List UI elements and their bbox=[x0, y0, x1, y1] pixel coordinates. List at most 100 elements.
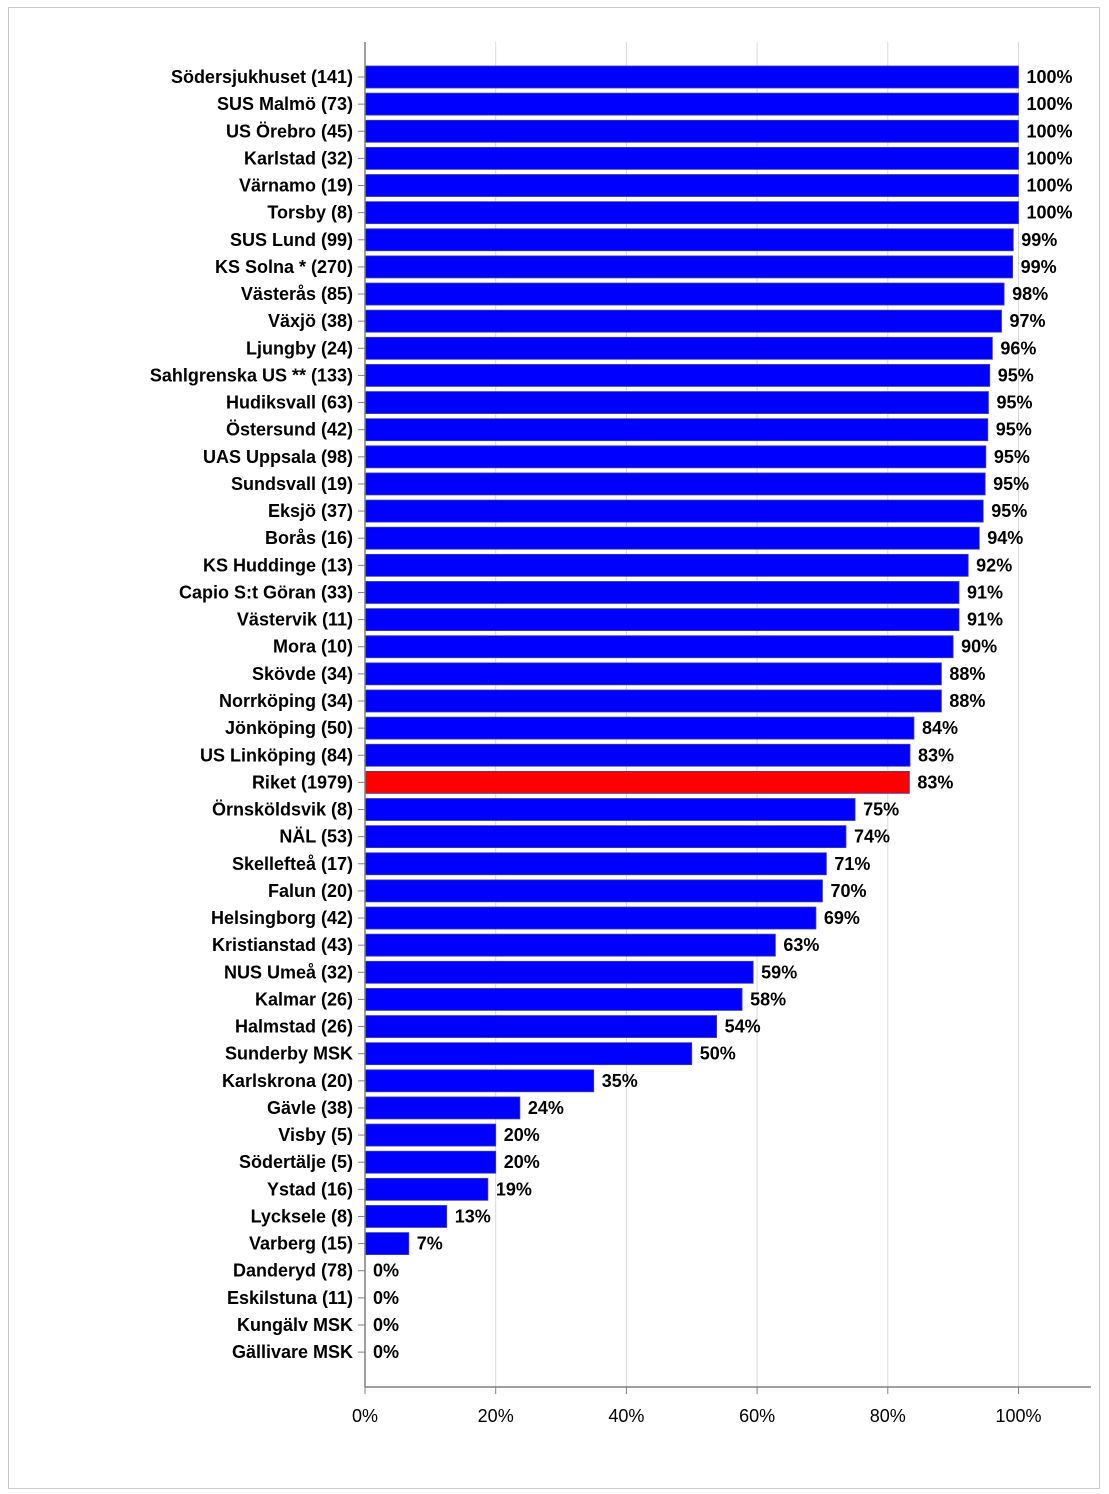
data-label: 35% bbox=[602, 1071, 638, 1091]
x-tick-label: 0% bbox=[352, 1406, 378, 1426]
category-label: Karlskrona (20) bbox=[222, 1071, 353, 1091]
category-label: Mora (10) bbox=[273, 637, 353, 657]
x-tick-label: 80% bbox=[870, 1406, 906, 1426]
category-label: Gällivare MSK bbox=[232, 1342, 353, 1362]
category-label: Halmstad (26) bbox=[235, 1017, 353, 1037]
data-label: 58% bbox=[750, 989, 786, 1009]
data-label: 50% bbox=[700, 1044, 736, 1064]
data-label: 13% bbox=[455, 1206, 491, 1226]
category-label: NÄL (53) bbox=[279, 827, 353, 847]
bar bbox=[364, 174, 1019, 197]
bar bbox=[364, 391, 989, 414]
bar bbox=[364, 255, 1014, 279]
x-tick-label: 40% bbox=[608, 1406, 644, 1426]
data-label: 98% bbox=[1012, 284, 1048, 304]
x-tick-label: 20% bbox=[478, 1406, 514, 1426]
category-label: Karlstad (32) bbox=[244, 148, 353, 168]
data-label: 91% bbox=[967, 582, 1003, 602]
data-label: 24% bbox=[528, 1098, 564, 1118]
data-label: 74% bbox=[854, 827, 890, 847]
bar bbox=[364, 445, 987, 469]
data-label: 97% bbox=[1010, 311, 1046, 331]
data-label: 92% bbox=[976, 555, 1012, 575]
category-label: Ljungby (24) bbox=[246, 338, 353, 358]
category-label: Falun (20) bbox=[268, 881, 353, 901]
category-label: Riket (1979) bbox=[252, 772, 353, 792]
bar bbox=[364, 309, 1002, 333]
category-label: US Örebro (45) bbox=[226, 121, 353, 141]
x-tick-label: 100% bbox=[995, 1406, 1041, 1426]
category-label: Sunderby MSK bbox=[225, 1044, 353, 1064]
data-label: 95% bbox=[991, 501, 1027, 521]
labels: 0% 20% 40% 60% 80% 100% Södersjukhuset (141) 10… bbox=[150, 67, 1073, 1426]
category-label: Skellefteå (17) bbox=[232, 854, 353, 874]
category-label: Örnsköldsvik (8) bbox=[212, 800, 353, 820]
data-label: 100% bbox=[1027, 121, 1073, 141]
data-label: 99% bbox=[1021, 257, 1057, 277]
bar bbox=[364, 825, 847, 849]
bar bbox=[364, 282, 1005, 306]
category-label: Danderyd (78) bbox=[233, 1261, 353, 1281]
category-label: Sahlgrenska US ** (133) bbox=[150, 365, 353, 385]
bar bbox=[364, 960, 754, 984]
category-label: Kungälv MSK bbox=[237, 1315, 353, 1335]
data-label: 100% bbox=[1027, 67, 1073, 87]
category-label: Kristianstad (43) bbox=[212, 935, 353, 955]
data-label: 100% bbox=[1027, 148, 1073, 168]
data-label: 83% bbox=[918, 745, 954, 765]
category-label: KS Huddinge (13) bbox=[203, 555, 353, 575]
bar bbox=[364, 65, 1019, 89]
axes bbox=[358, 42, 1091, 1394]
bar bbox=[364, 1096, 521, 1120]
data-label: 19% bbox=[496, 1179, 532, 1199]
bar bbox=[364, 1042, 693, 1066]
bar bbox=[364, 933, 776, 957]
bars bbox=[364, 65, 1019, 1255]
bar bbox=[364, 852, 827, 876]
category-label: US Linköping (84) bbox=[200, 745, 353, 765]
bar bbox=[364, 201, 1019, 225]
data-label: 0% bbox=[373, 1288, 399, 1308]
category-label: Lycksele (8) bbox=[251, 1206, 353, 1226]
bar bbox=[364, 364, 991, 387]
category-label: Gävle (38) bbox=[267, 1098, 353, 1118]
data-label: 83% bbox=[917, 772, 953, 792]
data-label: 95% bbox=[996, 393, 1032, 413]
data-label: 0% bbox=[373, 1261, 399, 1281]
bar bbox=[364, 228, 1014, 252]
bar bbox=[364, 662, 942, 686]
bar bbox=[364, 336, 993, 360]
category-label: Hudiksvall (63) bbox=[226, 393, 353, 413]
category-label: Värnamo (19) bbox=[239, 176, 353, 196]
bar bbox=[364, 1232, 410, 1255]
data-label: 100% bbox=[1027, 203, 1073, 223]
category-label: Eksjö (37) bbox=[268, 501, 353, 521]
data-label: 100% bbox=[1027, 94, 1073, 114]
data-label: 20% bbox=[504, 1125, 540, 1145]
bar bbox=[364, 743, 911, 767]
bar bbox=[364, 1069, 595, 1093]
data-label: 88% bbox=[949, 664, 985, 684]
bar bbox=[364, 689, 942, 713]
data-label: 95% bbox=[998, 365, 1034, 385]
data-label: 95% bbox=[994, 447, 1030, 467]
bar bbox=[364, 879, 823, 903]
bar bbox=[364, 499, 984, 523]
category-label: Visby (5) bbox=[278, 1125, 353, 1145]
category-label: Östersund (42) bbox=[226, 420, 353, 440]
data-label: 95% bbox=[993, 474, 1029, 494]
data-label: 90% bbox=[961, 637, 997, 657]
data-label: 84% bbox=[922, 718, 958, 738]
bar bbox=[364, 906, 817, 930]
category-label: Varberg (15) bbox=[249, 1234, 353, 1254]
bar-highlight bbox=[364, 770, 910, 794]
bar bbox=[364, 1177, 489, 1201]
bar bbox=[364, 608, 960, 631]
category-label: SUS Lund (99) bbox=[230, 230, 353, 250]
bar bbox=[364, 716, 915, 740]
data-label: 54% bbox=[725, 1017, 761, 1037]
category-label: Capio S:t Göran (33) bbox=[179, 582, 353, 602]
data-label: 0% bbox=[373, 1342, 399, 1362]
bar bbox=[364, 798, 856, 821]
data-label: 96% bbox=[1000, 338, 1036, 358]
